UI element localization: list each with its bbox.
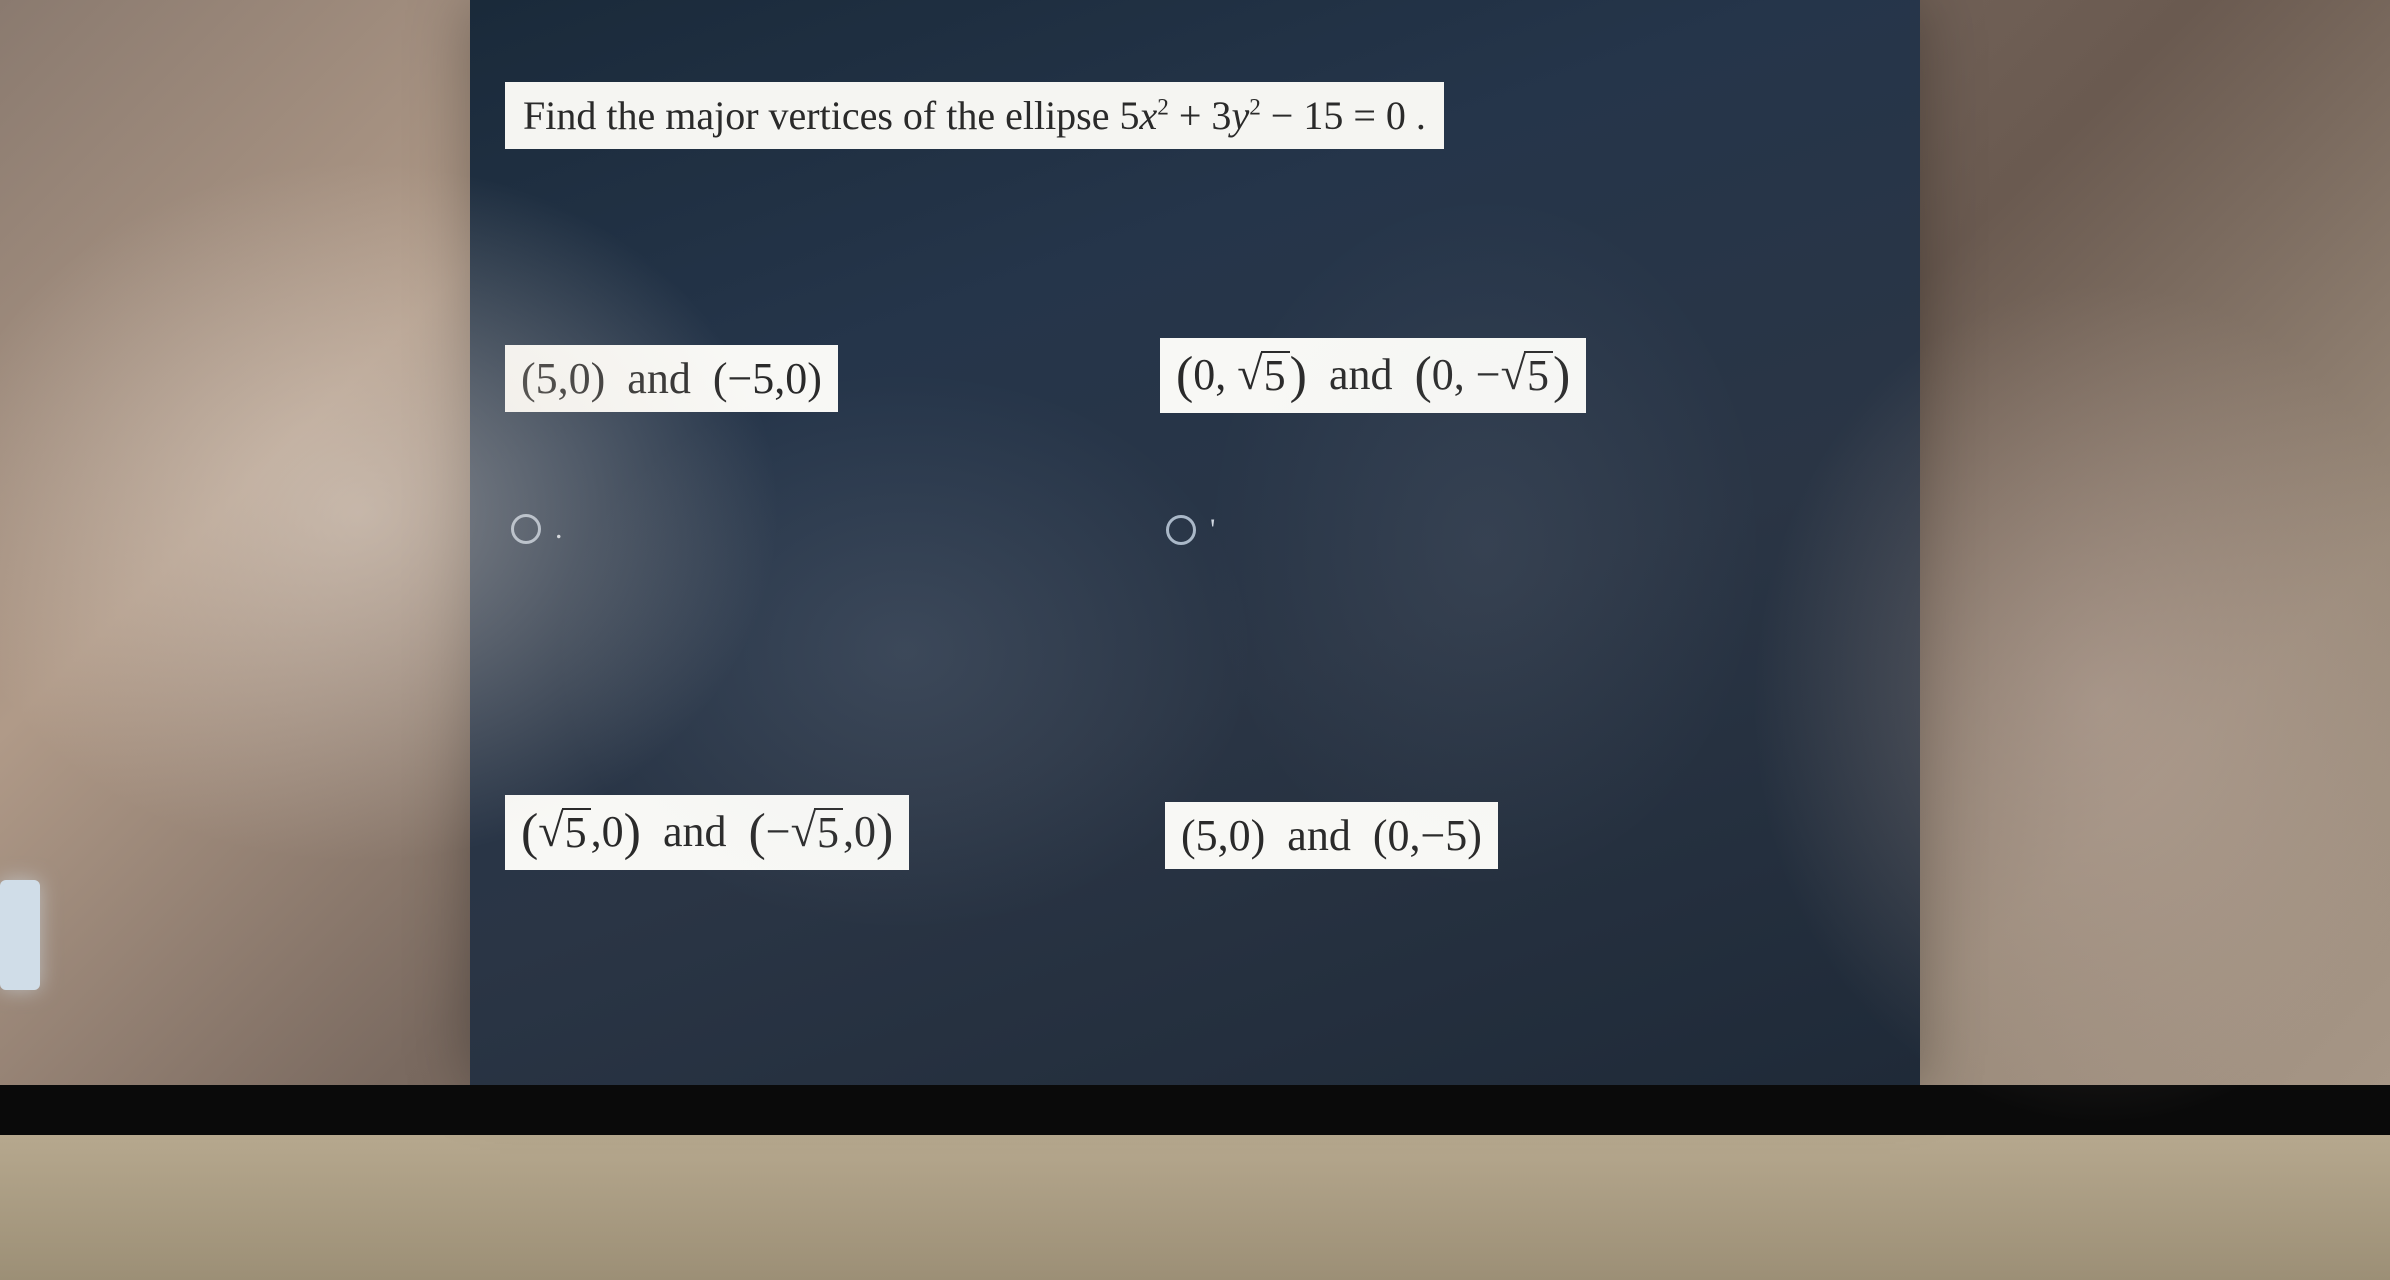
quiz-panel: Find the major vertices of the ellipse 5… (470, 0, 1920, 1085)
option-b-label: (0, √5) and (0, −√5) (1160, 338, 1586, 413)
option-a-label: (5,0) and (−5,0) (505, 345, 838, 412)
radio-icon[interactable] (1166, 515, 1196, 545)
option-c-label: (√5,0) and (−√5,0) (505, 795, 909, 870)
option-b-radio-row[interactable]: ' (1166, 513, 1586, 547)
option-b-suffix: ' (1210, 513, 1215, 547)
laptop-bezel-bottom (0, 1085, 2390, 1135)
question-text: Find the major vertices of the ellipse 5… (505, 82, 1444, 149)
option-d-label: (5,0) and (0,−5) (1165, 802, 1498, 869)
option-c[interactable]: (√5,0) and (−√5,0) (505, 795, 909, 870)
option-b[interactable]: (0, √5) and (0, −√5) ' (1160, 338, 1586, 547)
option-d[interactable]: (5,0) and (0,−5) (1165, 802, 1498, 869)
option-a[interactable]: (5,0) and (−5,0) . (505, 345, 838, 546)
question-equation: 5x2 + 3y2 − 15 = 0 (1120, 93, 1406, 138)
option-a-radio-row[interactable]: . (511, 512, 838, 546)
option-a-suffix: . (555, 512, 563, 546)
laptop-edge-light (0, 880, 40, 990)
question-prefix: Find the major vertices of the ellipse (523, 93, 1120, 138)
radio-icon[interactable] (511, 514, 541, 544)
desk-surface (0, 1135, 2390, 1280)
question-suffix: . (1406, 93, 1426, 138)
